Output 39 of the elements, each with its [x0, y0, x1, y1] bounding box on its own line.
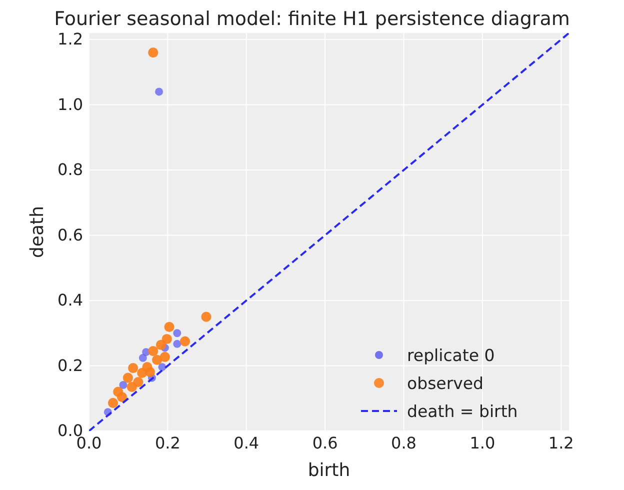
chart-title: Fourier seasonal model: finite H1 persistence diagram — [54, 8, 570, 30]
point — [126, 382, 137, 392]
x-tick-label: 0.8 — [391, 433, 416, 452]
point — [162, 334, 172, 344]
y-tick-label: 1.0 — [58, 94, 83, 114]
point — [119, 381, 128, 389]
point — [155, 88, 164, 96]
point — [180, 336, 190, 346]
point — [128, 363, 138, 374]
point — [160, 352, 170, 362]
x-tick-label: 1.2 — [548, 433, 574, 452]
point — [122, 372, 133, 383]
point — [173, 340, 182, 348]
x-tick-label: 0.2 — [154, 433, 180, 452]
legend-label: observed — [407, 374, 484, 393]
point — [148, 346, 158, 356]
point — [117, 392, 128, 402]
y-tick-label: 0.8 — [58, 160, 83, 180]
y-tick-label: 1.2 — [58, 30, 83, 49]
x-tick-label: 0.4 — [234, 433, 260, 452]
point — [173, 329, 182, 338]
point — [152, 354, 162, 365]
x-axis-title: birth — [308, 460, 350, 481]
point — [144, 366, 156, 377]
y-axis-title: death — [27, 206, 48, 258]
x-tick-label: 0.6 — [312, 433, 338, 452]
point — [158, 363, 166, 372]
x-tick-label: 1.0 — [470, 433, 496, 452]
legend-label: death = birth — [407, 402, 518, 421]
point — [108, 398, 118, 408]
y-tick-label: 0.2 — [58, 356, 83, 375]
y-tick-label: 0.6 — [58, 225, 83, 244]
point — [164, 322, 174, 332]
legend-label: replicate 0 — [407, 346, 495, 365]
point — [148, 48, 158, 58]
point — [138, 354, 147, 362]
y-tick-label: 0.4 — [58, 290, 83, 310]
point — [156, 340, 166, 350]
point — [201, 312, 212, 322]
